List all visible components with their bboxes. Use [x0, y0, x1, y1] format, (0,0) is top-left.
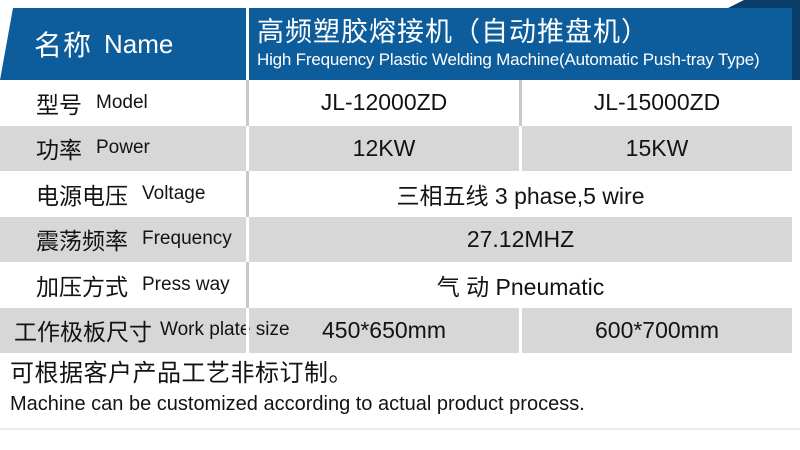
row-label-zh: 工作极板尺寸	[14, 319, 152, 346]
spec-row: 工作极板尺寸 Work plate size 450*650mm 600*700mm	[0, 307, 792, 354]
title-cell: 高频塑胶熔接机（自动推盘机） High Frequency Plastic We…	[249, 8, 792, 80]
row-label-en: Press way	[142, 273, 230, 295]
footer-note-zh: 可根据客户产品工艺非标订制。	[10, 360, 353, 387]
value-cell: 15KW	[519, 125, 792, 171]
row-label: 电源电压 Voltage	[0, 171, 246, 217]
spec-row: 震荡频率 Frequency 27.12MHZ	[0, 216, 792, 263]
spec-row: 型号 Model JL-12000ZD JL-15000ZD	[0, 80, 792, 126]
row-label-en: Voltage	[142, 182, 206, 204]
footer-note: 可根据客户产品工艺非标订制。 Machine can be customized…	[0, 353, 800, 417]
name-label-zh: 名称	[34, 30, 93, 61]
name-label-en: Name	[104, 28, 174, 59]
header-edge-accent	[792, 0, 800, 80]
row-label-en: Model	[96, 91, 148, 113]
spec-row: 功率 Power 12KW 15KW	[0, 125, 792, 172]
header-banner: 名称 Name 高频塑胶熔接机（自动推盘机） High Frequency Pl…	[0, 8, 792, 80]
value-cell: JL-12000ZD	[246, 80, 519, 126]
footer-note-en: Machine can be customized according to a…	[10, 393, 585, 415]
value-cell: 450*650mm	[246, 307, 519, 353]
row-label-en: Power	[96, 137, 150, 159]
header-corner-accent	[726, 0, 800, 9]
row-label-zh: 型号	[36, 91, 82, 118]
row-label-en: Frequency	[142, 228, 232, 250]
spec-row: 电源电压 Voltage 三相五线 3 phase,5 wire	[0, 171, 792, 217]
value-cell: 27.12MHZ	[246, 216, 792, 262]
row-label-zh: 加压方式	[36, 273, 128, 300]
row-label-en: Work plate size	[160, 319, 290, 341]
spec-row: 加压方式 Press way 气 动 Pneumatic	[0, 262, 792, 308]
name-cell: 名称 Name	[0, 8, 246, 80]
product-title-zh: 高频塑胶熔接机（自动推盘机）	[257, 16, 649, 47]
row-label: 加压方式 Press way	[0, 262, 246, 308]
row-label: 型号 Model	[0, 80, 246, 126]
bottom-divider	[0, 428, 800, 430]
row-label: 震荡频率 Frequency	[0, 217, 246, 263]
product-title-en: High Frequency Plastic Welding Machine(A…	[257, 50, 760, 70]
value-cell: 气 动 Pneumatic	[246, 262, 792, 308]
row-label: 功率 Power	[0, 126, 246, 172]
row-label: 工作极板尺寸 Work plate size	[0, 308, 290, 354]
value-cell: 三相五线 3 phase,5 wire	[246, 171, 792, 217]
row-label-zh: 电源电压	[36, 182, 128, 209]
value-cell: JL-15000ZD	[519, 80, 792, 126]
value-cell: 600*700mm	[519, 307, 792, 353]
row-label-zh: 功率	[36, 137, 82, 164]
header-divider	[246, 8, 249, 80]
spec-table: 型号 Model JL-12000ZD JL-15000ZD 功率 Power 12KW 15…	[0, 80, 792, 353]
row-label-zh: 震荡频率	[36, 228, 128, 255]
value-cell: 12KW	[246, 125, 519, 171]
